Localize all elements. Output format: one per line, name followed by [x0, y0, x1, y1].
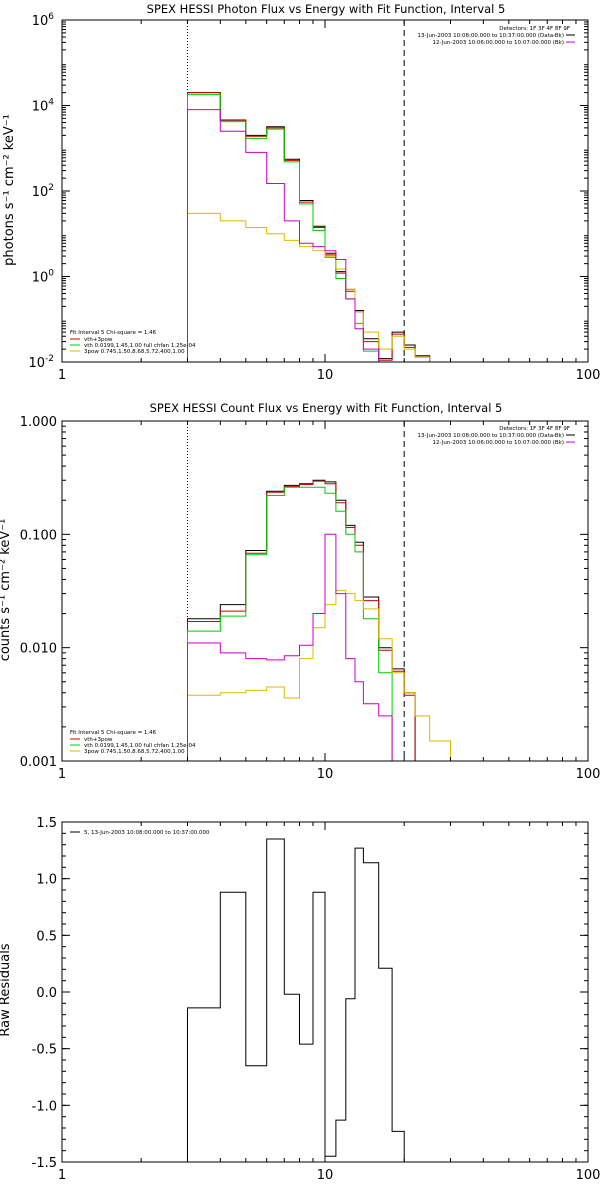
x-tick-label: 1	[58, 767, 66, 782]
y-tick-label: 10-2	[28, 354, 54, 371]
count-flux-legend-topright: Detectors: 1F 3F 4F 8F 9F 13-Jun-2003 10…	[418, 426, 575, 446]
y-tick-label: -0.5	[32, 1043, 57, 1058]
count-flux-title: SPEX HESSI Count Flux vs Energy with Fit…	[150, 401, 503, 415]
photon-flux-panel: SPEX HESSI Photon Flux vs Energy with Fi…	[2, 2, 600, 383]
legend-entry-label: 12-Jun-2003 10:06:00.000 to 10:07:00.000…	[432, 40, 564, 46]
y-tick-label: 0.5	[36, 929, 57, 944]
y-tick-label: 102	[32, 183, 54, 200]
legend-entry-label: vth 0.0199,1.45,1.00 full chfan 1.25e-04	[84, 343, 196, 349]
y-tick-label: 1.000	[20, 415, 57, 430]
x-tick-label: 1	[58, 1168, 66, 1183]
y-tick-label: 0.001	[20, 755, 57, 770]
legend-entry-label: 3pow 0.745,1.50,8.68,5.72,400,1.00	[84, 749, 185, 755]
legend-entry-label: 13-Jun-2003 10:08:00.000 to 10:37:00.000…	[418, 433, 564, 439]
count-flux-plot-area	[187, 479, 451, 761]
count-flux-ylabel: counts s⁻¹ cm⁻² keV⁻¹	[0, 519, 13, 662]
x-tick-label: 1	[58, 368, 66, 383]
count-flux-fit-label: Fit Interval 5 Chi-square = 1.46	[70, 730, 157, 736]
series-bk-line	[187, 109, 380, 362]
count-flux-vertical-markers	[186, 421, 405, 761]
residuals-plot-area	[187, 838, 405, 1162]
photon-flux-axis-ticks: 1 10 100 10-2 100 102 104 106	[28, 12, 600, 383]
y-tick-label: 106	[32, 12, 55, 29]
legend-entry-label: 12-Jun-2003 10:06:00.000 to 10:07:00.000…	[432, 440, 564, 446]
legend-entry-label: 13-Jun-2003 10:08:00.000 to 10:37:00.000…	[418, 33, 564, 39]
y-tick-label: 0.010	[20, 642, 57, 657]
photon-flux-detectors-label: Detectors: 1F 3F 4F 8F 9F	[499, 26, 570, 32]
series-5-13-jun-2003-10-08-00-000-to-10-37-00-000-line	[187, 838, 405, 1162]
x-tick-label: 100	[576, 1168, 600, 1183]
y-tick-label: 104	[32, 98, 55, 115]
residuals-axis-ticks: 1 10 100 1.5 1.0 0.5 0.0 -0.5 -1.0 -1.5	[32, 816, 600, 1183]
y-tick-label: 1.0	[36, 873, 57, 888]
y-tick-label: 100	[32, 269, 55, 286]
x-tick-label: 10	[317, 767, 334, 782]
series-3pow-line	[187, 212, 451, 363]
y-tick-label: 1.5	[36, 816, 57, 831]
residuals-ylabel: Raw Residuals	[0, 943, 13, 1036]
legend-entry-label: vth 0.0199,1.45,1.00 full chfan 1.25e-04	[84, 743, 196, 749]
count-flux-detectors-label: Detectors: 1F 3F 4F 8F 9F	[499, 426, 570, 432]
legend-entry-label: vth+3pow	[84, 737, 113, 743]
series-vth-3pow-line	[187, 480, 416, 761]
series-data-bk-line	[187, 479, 416, 761]
x-tick-label: 10	[317, 368, 334, 383]
count-flux-frame	[61, 420, 589, 762]
series-3pow-line	[187, 589, 451, 761]
residuals-legend: 5, 13-Jun-2003 10:08:00.000 to 10:37:00.…	[70, 830, 210, 836]
legend-entry-label: vth+3pow	[84, 337, 113, 343]
legend-entry-label: 5, 13-Jun-2003 10:08:00.000 to 10:37:00.…	[84, 830, 210, 836]
y-tick-label: 0.100	[20, 528, 57, 543]
y-tick-label: -1.0	[32, 1099, 57, 1114]
count-flux-legend-bottomleft: Fit Interval 5 Chi-square = 1.46 vth+3po…	[70, 730, 196, 755]
photon-flux-title: SPEX HESSI Photon Flux vs Energy with Fi…	[147, 2, 506, 16]
legend-entry-label: 3pow 0.745,1.50,8.68,5.72,400,1.00	[84, 349, 185, 355]
photon-flux-legend-bottomleft: Fit Interval 5 Chi-square = 1.46 vth+3po…	[70, 330, 196, 355]
count-flux-axis-ticks: 1 10 100 0.001 0.010 0.100 1.000	[20, 415, 600, 782]
series-bk-line	[187, 533, 393, 761]
count-flux-panel: SPEX HESSI Count Flux vs Energy with Fit…	[0, 401, 600, 782]
x-tick-label: 100	[576, 767, 600, 782]
photon-flux-plot-area	[187, 92, 451, 363]
photon-flux-legend-topright: Detectors: 1F 3F 4F 8F 9F 13-Jun-2003 10…	[418, 26, 575, 46]
photon-flux-frame	[61, 19, 589, 363]
residuals-frame	[61, 821, 589, 1163]
y-tick-label: 0.0	[36, 986, 57, 1001]
residuals-panel: Raw Residuals 1 10 100 1.5 1.0 0.5 0.0 -0.5 -1.0…	[0, 816, 600, 1183]
y-tick-label: -1.5	[32, 1156, 57, 1171]
photon-flux-ylabel: photons s⁻¹ cm⁻² keV⁻¹	[2, 114, 17, 266]
x-tick-label: 10	[317, 1168, 334, 1183]
series-vth-line	[187, 94, 393, 363]
x-tick-label: 100	[576, 368, 600, 383]
photon-flux-fit-label: Fit Interval 5 Chi-square = 1.46	[70, 330, 157, 336]
